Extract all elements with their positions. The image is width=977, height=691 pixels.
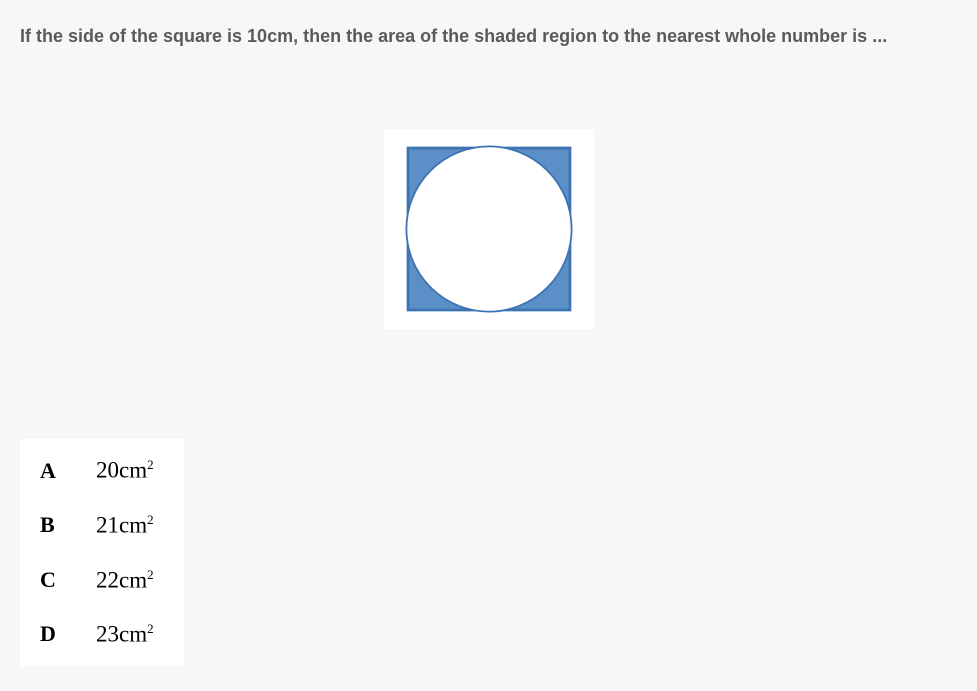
- square-circle-diagram: [394, 139, 584, 319]
- option-d[interactable]: D 23cm2: [20, 607, 154, 662]
- option-text: 21cm2: [96, 512, 154, 539]
- figure-container: [20, 129, 957, 329]
- answer-options: A 20cm2 B 21cm2 C 22cm2 D 23cm2: [20, 439, 184, 666]
- option-letter: D: [40, 621, 96, 647]
- option-letter: C: [40, 567, 96, 593]
- option-text: 20cm2: [96, 457, 154, 484]
- question-text: If the side of the square is 10cm, then …: [20, 24, 957, 49]
- figure-card: [384, 129, 594, 329]
- option-c[interactable]: C 22cm2: [20, 553, 154, 608]
- option-a[interactable]: A 20cm2: [20, 443, 154, 498]
- option-b[interactable]: B 21cm2: [20, 498, 154, 553]
- option-text: 22cm2: [96, 567, 154, 594]
- option-text: 23cm2: [96, 621, 154, 648]
- option-letter: A: [40, 458, 96, 484]
- option-letter: B: [40, 512, 96, 538]
